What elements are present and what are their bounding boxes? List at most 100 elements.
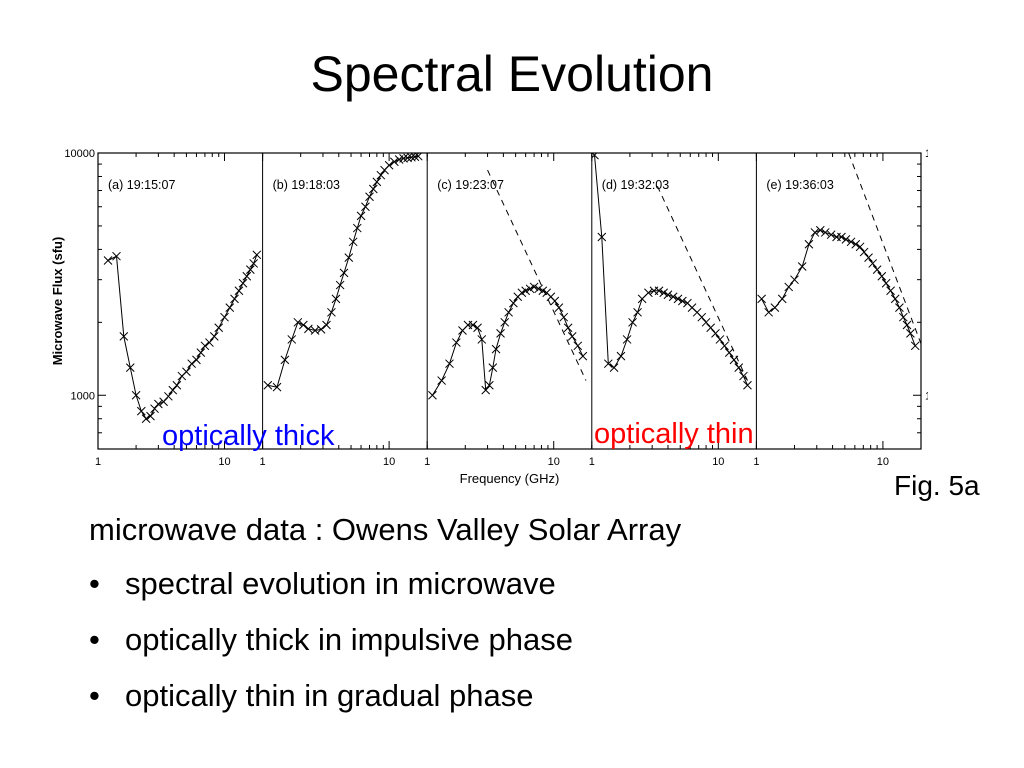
data-point (720, 341, 729, 351)
data-point (230, 294, 239, 304)
data-point (187, 359, 197, 369)
series-line (107, 254, 258, 420)
data-point (559, 312, 569, 322)
data-point (331, 294, 341, 304)
data-point (697, 312, 707, 322)
data-point (529, 282, 539, 292)
data-point (368, 184, 378, 194)
data-point (428, 390, 437, 400)
data-point (384, 160, 394, 170)
data-point (488, 363, 498, 373)
data-point (485, 380, 494, 390)
data-point (837, 232, 846, 242)
data-point (119, 332, 129, 341)
data-point (784, 282, 794, 292)
y-tick-label-right: 1000 (925, 390, 928, 402)
y-tick-label-right: 10000 (925, 148, 928, 160)
data-point (150, 404, 159, 414)
data-point (550, 296, 560, 306)
data-point (659, 288, 669, 298)
data-point (263, 380, 273, 390)
data-point (172, 380, 182, 390)
data-point (252, 250, 262, 260)
data-point (644, 288, 653, 298)
data-point (890, 294, 900, 304)
data-point (287, 335, 297, 344)
data-point (473, 323, 482, 333)
data-point (399, 154, 408, 163)
data-point (563, 323, 573, 333)
panel-label: (e) 19:36:03 (766, 178, 833, 192)
slide-title: Spectral Evolution (310, 46, 714, 102)
data-point (125, 363, 135, 373)
data-point (701, 317, 711, 327)
data-point (724, 348, 734, 357)
data-point (410, 153, 420, 162)
data-point (146, 411, 155, 421)
data-point (591, 153, 599, 160)
data-point (706, 323, 716, 333)
data-point (790, 275, 799, 285)
data-point (348, 237, 358, 247)
data-point (154, 399, 163, 409)
y-tick-label-left: 1000 (71, 390, 95, 402)
panel-4 (757, 153, 922, 351)
data-point (898, 312, 908, 322)
data-point (622, 335, 632, 344)
data-point (316, 325, 326, 334)
x-tick-label: 1 (424, 456, 430, 468)
data-point (339, 268, 349, 278)
data-point (764, 307, 774, 317)
y-tick-label-left: 10000 (64, 148, 95, 160)
data-point (509, 298, 518, 308)
power-law-dashed-line (848, 153, 922, 346)
data-point (877, 271, 887, 281)
data-point (826, 230, 836, 240)
data-point (906, 329, 915, 338)
data-point (668, 292, 678, 302)
bullet-item: optically thick in impulsive phase (89, 620, 681, 660)
data-point (413, 153, 423, 161)
data-point (344, 253, 354, 262)
data-point (868, 259, 878, 268)
data-point (628, 317, 637, 327)
data-point (468, 320, 478, 330)
panel-1 (263, 153, 423, 392)
series-line (761, 229, 916, 346)
data-point (567, 332, 577, 341)
data-point (872, 265, 882, 274)
data-point (902, 320, 912, 330)
data-point (310, 326, 320, 335)
data-point (192, 355, 201, 365)
data-point (500, 317, 510, 327)
x-tick-label: 1 (753, 456, 759, 468)
data-point (841, 235, 851, 244)
data-point (299, 320, 308, 330)
optically-thin-label: optically thin (594, 418, 754, 450)
data-point (534, 284, 543, 294)
data-point (200, 341, 210, 351)
bullet-item: spectral evolution in microwave (89, 564, 681, 604)
data-point (504, 307, 513, 317)
bullet-list: spectral evolution in microwave opticall… (89, 564, 681, 716)
data-point (389, 157, 399, 167)
data-point (895, 303, 904, 312)
x-tick-label: 1 (260, 456, 266, 468)
data-point (881, 278, 891, 288)
data-point (280, 355, 290, 365)
data-point (245, 265, 255, 274)
data-point (864, 253, 873, 262)
data-point (141, 414, 151, 424)
x-tick-label: 1 (589, 456, 595, 468)
text-heading: microwave data : Owens Valley Solar Arra… (89, 512, 682, 547)
data-point (886, 286, 895, 296)
data-point (711, 329, 720, 338)
power-law-dashed-line (487, 169, 587, 381)
data-point (356, 211, 366, 221)
data-point (846, 237, 856, 247)
data-point (304, 324, 313, 334)
data-point (633, 307, 642, 317)
data-point (136, 406, 146, 416)
panel-label: (d) 19:32:03 (602, 178, 669, 192)
data-point (477, 335, 487, 344)
